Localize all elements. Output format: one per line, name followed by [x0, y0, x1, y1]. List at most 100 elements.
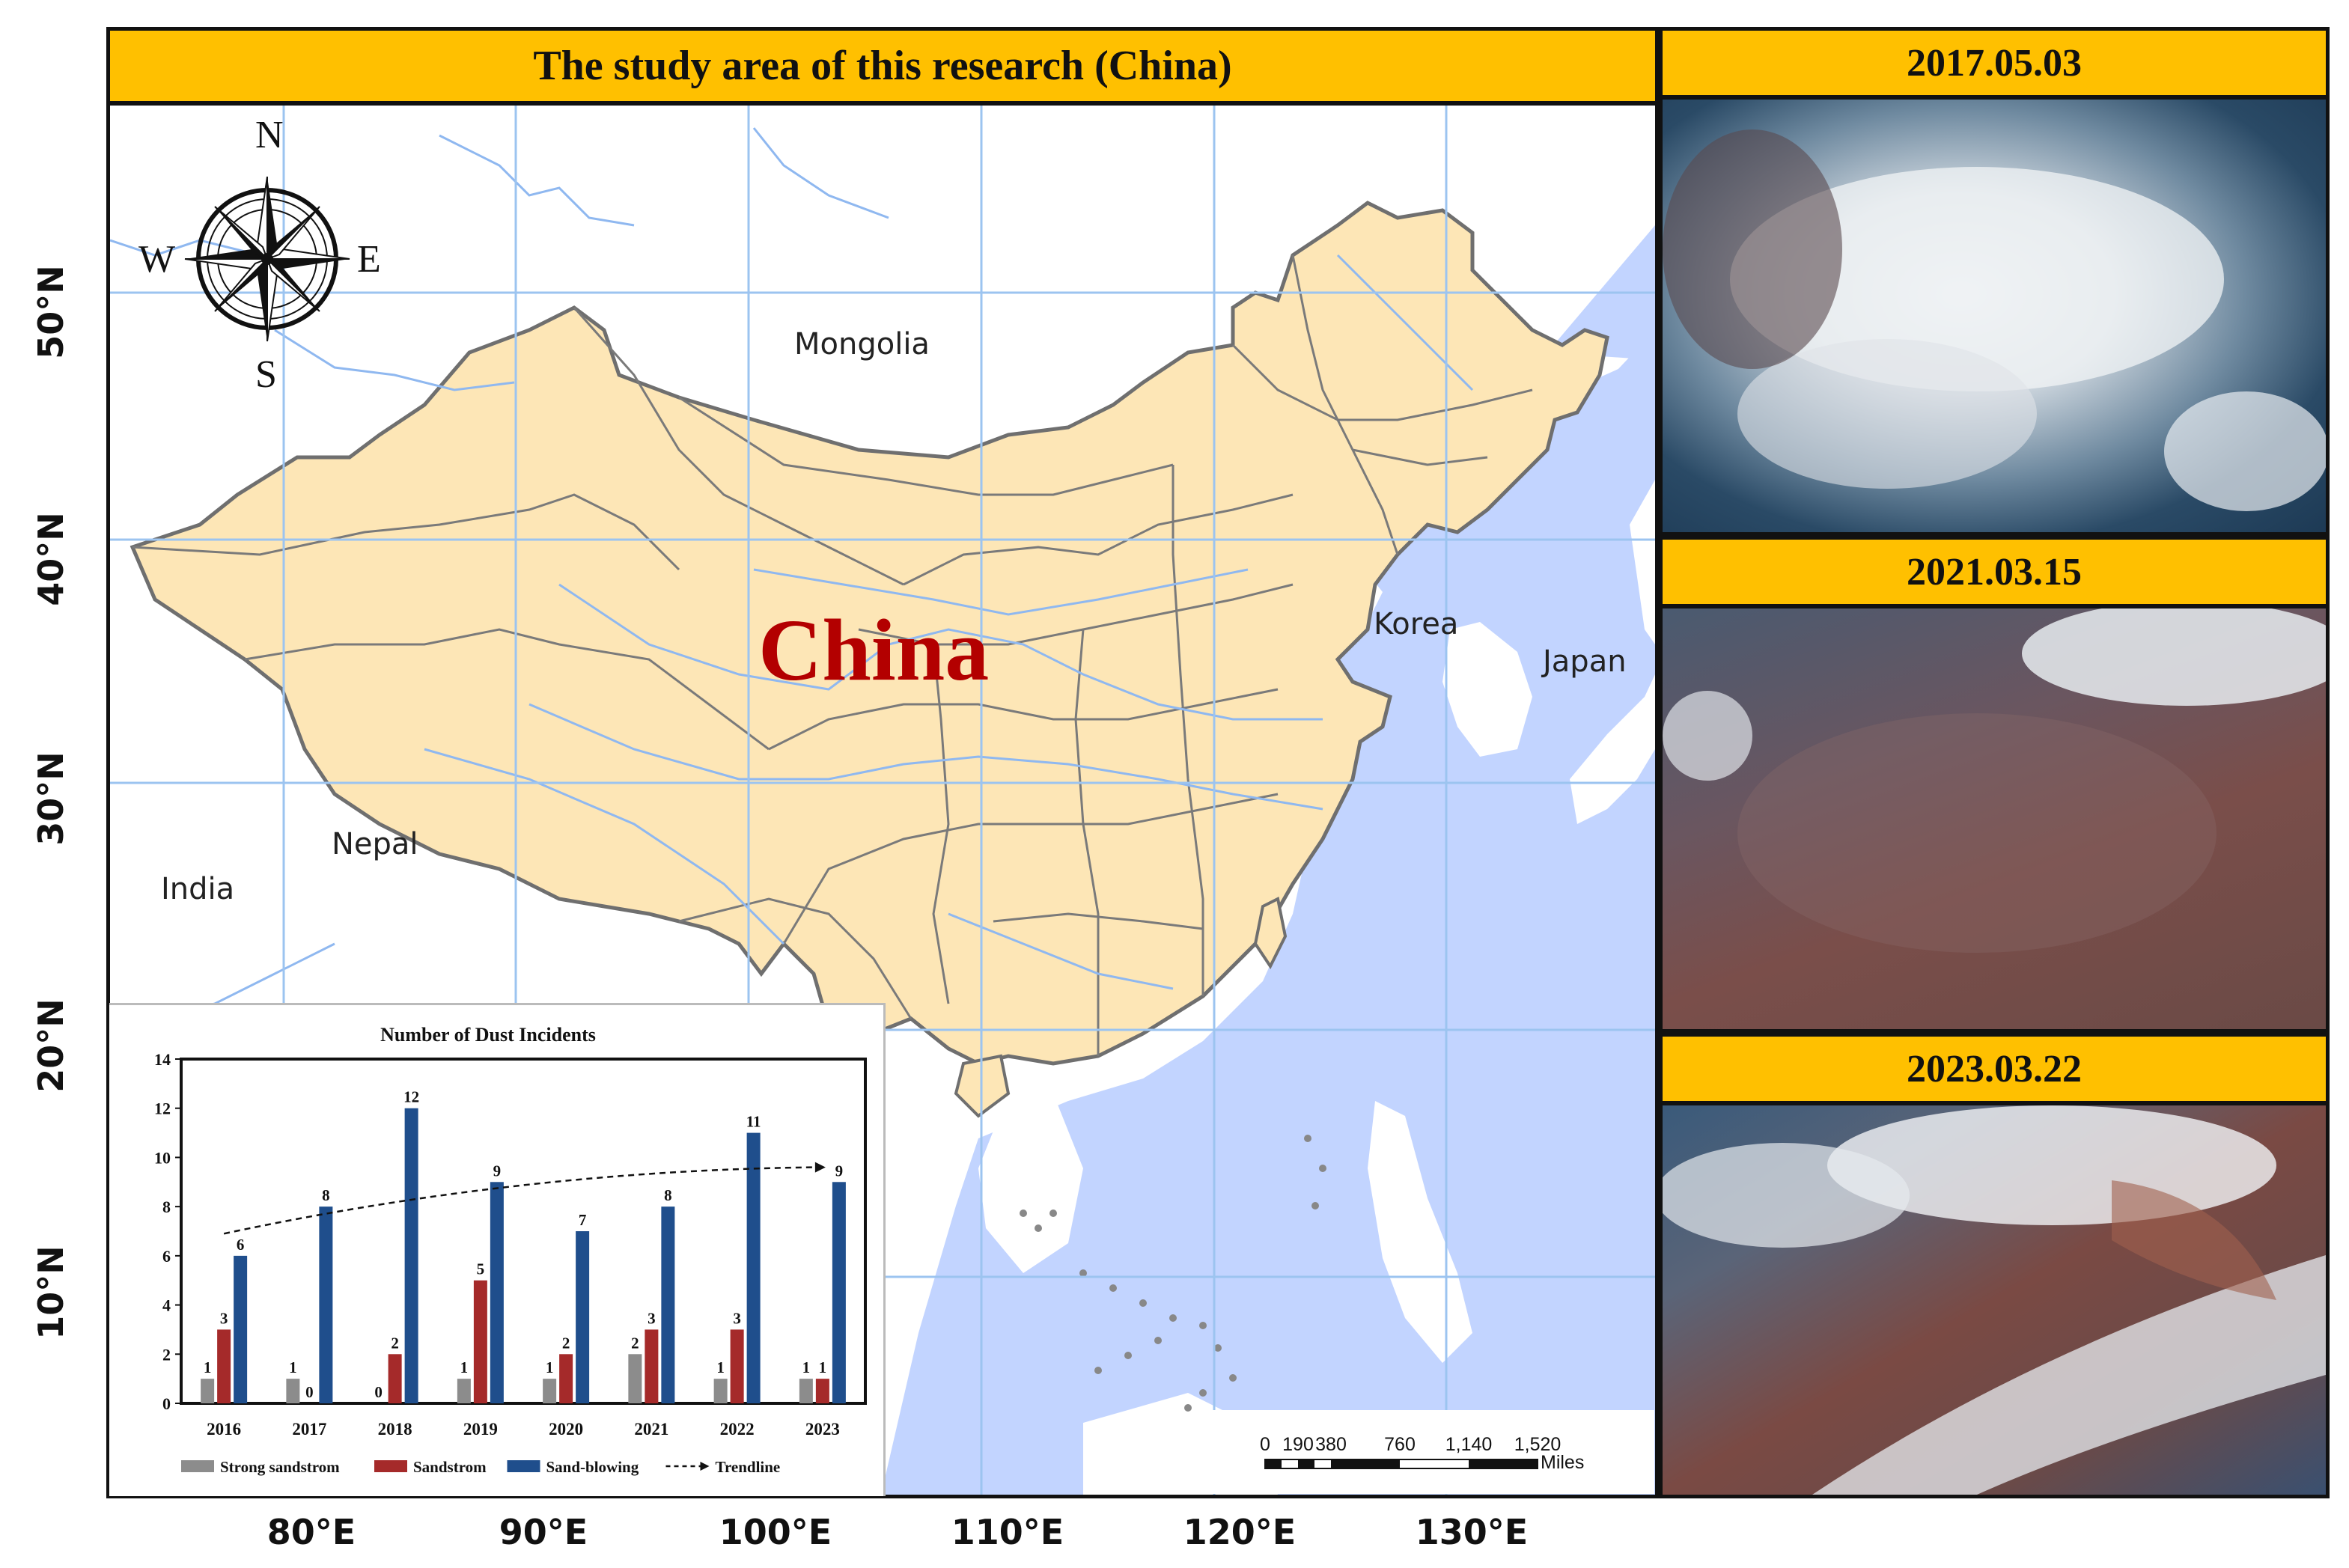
- neighbor-land: [978, 480, 1655, 1495]
- lon-label-130e: 130°E: [1415, 1512, 1529, 1552]
- x-category-label: 2016: [207, 1420, 241, 1439]
- hokkaido-land: [1630, 480, 1655, 644]
- lat-label-10n: 10°N: [31, 1245, 71, 1340]
- study-area-map: N S E W Mongolia Korea Japan Nepal India…: [106, 102, 1659, 1498]
- province-borders: [132, 254, 1533, 1056]
- bar-sandstrom: [815, 1379, 829, 1403]
- x-category-label: 2020: [549, 1420, 583, 1439]
- scale-seg-1: [1265, 1459, 1282, 1468]
- scale-seg-2: [1298, 1459, 1314, 1468]
- lon-label-110e: 110°E: [951, 1512, 1064, 1552]
- rivers: [110, 127, 1474, 1020]
- bar-value-label: 1: [819, 1358, 827, 1376]
- satellite-date-3: 2023.03.22: [1907, 1047, 2082, 1090]
- legend-label: Sandstrom: [413, 1458, 487, 1476]
- trendline-arrow-icon: [814, 1162, 826, 1173]
- south-sea-islands: [1020, 1135, 1326, 1412]
- lat-label-30n: 30°N: [31, 751, 71, 846]
- satellite-clouds-2021: [1663, 608, 2326, 953]
- bar-strong-sandstrom: [799, 1379, 813, 1403]
- label-korea: Korea: [1374, 607, 1459, 641]
- korea-land: [1442, 622, 1532, 757]
- bar-value-label: 8: [664, 1186, 672, 1204]
- bar-strong-sandstrom: [543, 1379, 557, 1403]
- bar-strong-sandstrom: [457, 1379, 471, 1403]
- scale-tick-1140: 1,140: [1445, 1434, 1493, 1455]
- label-india: India: [161, 872, 235, 906]
- bar-value-label: 6: [237, 1236, 245, 1254]
- bar-value-label: 5: [477, 1260, 485, 1278]
- legend-label: Sand-blowing: [546, 1458, 639, 1476]
- y-tick-label: 4: [162, 1296, 171, 1315]
- china-land: [130, 201, 1609, 1066]
- label-nepal: Nepal: [332, 827, 418, 861]
- bar-value-label: 11: [746, 1113, 761, 1131]
- bar-value-label: 1: [546, 1358, 554, 1376]
- lon-label-90e: 90°E: [499, 1512, 588, 1552]
- scale-bar: 0 190 380 760 1,140 1,520 Miles: [1199, 1410, 1654, 1494]
- bar-sand-blowing: [234, 1255, 248, 1403]
- satellite-date-bar-2: 2021.03.15: [1659, 536, 2330, 608]
- legend-swatch: [507, 1460, 540, 1472]
- label-china: China: [758, 601, 990, 699]
- bar-value-label: 1: [716, 1358, 725, 1376]
- compass-s-label: S: [255, 353, 277, 396]
- scale-tick-190: 190: [1282, 1434, 1314, 1455]
- bar-sand-blowing: [490, 1182, 504, 1403]
- scale-seg-4: [1469, 1459, 1538, 1468]
- trendline: [223, 1166, 815, 1235]
- bar-strong-sandstrom: [201, 1379, 215, 1403]
- x-category-label: 2019: [463, 1420, 498, 1439]
- bar-sand-blowing: [746, 1132, 761, 1403]
- legend-label: Strong sandstrom: [220, 1458, 340, 1476]
- lon-label-80e: 80°E: [266, 1512, 356, 1552]
- y-tick-label: 14: [154, 1050, 171, 1069]
- scale-tick-380: 380: [1315, 1434, 1347, 1455]
- bar-sand-blowing: [661, 1206, 675, 1403]
- bar-value-label: 0: [305, 1383, 314, 1401]
- bar-sandstrom: [217, 1329, 231, 1403]
- satellite-date-bar-3: 2023.03.22: [1659, 1033, 2330, 1105]
- bar-value-label: 1: [289, 1358, 297, 1376]
- scale-tick-760: 760: [1384, 1434, 1416, 1455]
- compass-rose-icon: [184, 176, 350, 342]
- y-tick-label: 2: [162, 1345, 171, 1364]
- bar-strong-sandstrom: [628, 1354, 642, 1403]
- x-category-label: 2021: [634, 1420, 668, 1439]
- satellite-image-2017: [1659, 96, 2330, 536]
- bar-sand-blowing: [832, 1182, 846, 1403]
- lat-label-20n: 20°N: [31, 998, 71, 1093]
- north-sea: [1577, 330, 1655, 420]
- bar-sandstrom: [473, 1280, 487, 1403]
- lon-label-100e: 100°E: [719, 1512, 832, 1552]
- legend-trendline-arrow-icon: [700, 1462, 710, 1471]
- lat-label-50n: 50°N: [31, 265, 71, 359]
- map-graphic: [110, 106, 1655, 1495]
- lon-label-120e: 120°E: [1183, 1512, 1297, 1552]
- label-japan: Japan: [1543, 644, 1627, 679]
- compass-e-label: E: [357, 238, 381, 281]
- lat-label-40n: 40°N: [31, 512, 71, 606]
- indochina-land: [978, 1093, 1083, 1273]
- scale-tick-1520: 1,520: [1514, 1434, 1562, 1455]
- chart-plot-frame: [180, 1058, 867, 1405]
- bar-value-label: 1: [204, 1358, 212, 1376]
- bar-value-label: 3: [733, 1309, 741, 1327]
- bar-value-label: 0: [374, 1383, 383, 1401]
- legend-swatch: [181, 1460, 214, 1472]
- x-category-label: 2018: [378, 1420, 412, 1439]
- bar-sand-blowing: [576, 1231, 590, 1403]
- satellite-image-2021: [1659, 605, 2330, 1033]
- taiwan-island: [1253, 897, 1288, 969]
- satellite-clouds-2023: [1663, 1105, 2326, 1495]
- scale-seg-3: [1331, 1459, 1400, 1468]
- y-tick-label: 10: [154, 1148, 171, 1167]
- bar-sandstrom: [730, 1329, 744, 1403]
- dust-incidents-chart: Number of Dust Incidents 0 2 4 6 8 10 12 14 1 3 6 2…: [109, 1003, 886, 1496]
- bar-strong-sandstrom: [286, 1379, 300, 1403]
- scale-tick-0: 0: [1260, 1434, 1270, 1455]
- bar-value-label: 1: [460, 1358, 469, 1376]
- x-category-label: 2022: [720, 1420, 755, 1439]
- satellite-clouds-2017: [1663, 129, 2326, 511]
- bar-value-label: 9: [835, 1162, 844, 1180]
